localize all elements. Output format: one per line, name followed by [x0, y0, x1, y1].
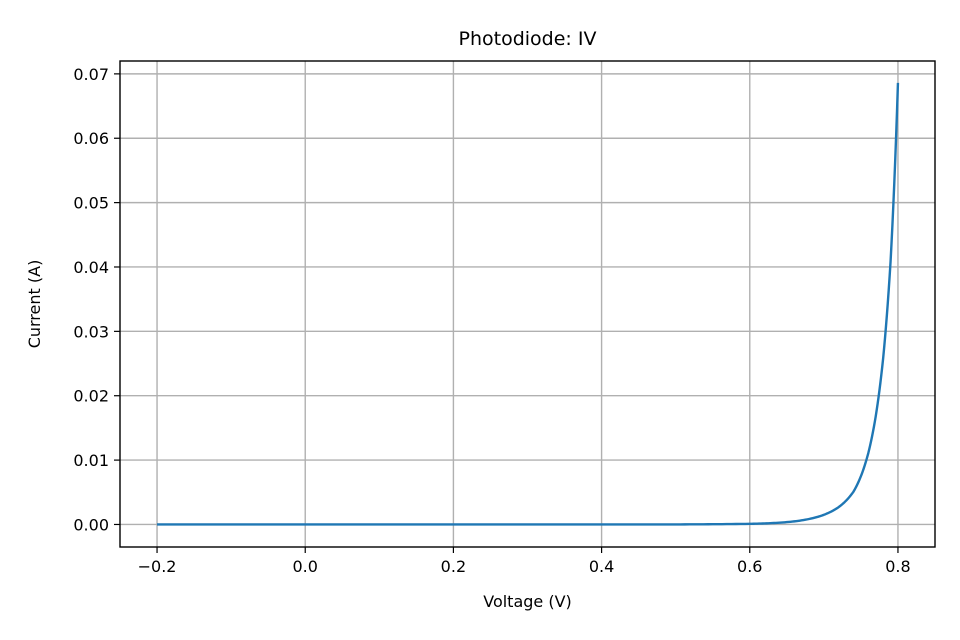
y-tick-label: 0.04: [73, 258, 109, 277]
plot-frame: [119, 60, 936, 548]
y-tick-label: 0.06: [73, 129, 109, 148]
x-axis-label: Voltage (V): [483, 592, 572, 611]
chart-title: Photodiode: IV: [459, 28, 597, 50]
y-tick-label: 0.07: [73, 65, 109, 84]
x-tick-label: 0.4: [589, 557, 614, 576]
x-tick-label: −0.2: [138, 557, 177, 576]
y-axis-label: Current (A): [25, 260, 44, 349]
x-tick-label: 0.8: [885, 557, 910, 576]
series-line: [157, 82, 900, 526]
y-tick-label: 0.01: [73, 451, 109, 470]
y-tick-label: 0.00: [73, 515, 109, 534]
grid-layer: [120, 61, 935, 547]
x-tick-label: 0.0: [293, 557, 318, 576]
series-layer: [157, 82, 900, 526]
y-tick-label: 0.05: [73, 194, 109, 213]
x-tick-label: 0.6: [737, 557, 762, 576]
y-tick-label: 0.03: [73, 322, 109, 341]
ticks-layer: −0.2 0.0 0.2 0.4 0.6 0.8 0.00 0.01 0.02 0.03 0.04 0…: [73, 65, 910, 576]
y-tick-label: 0.02: [73, 387, 109, 406]
x-tick-label: 0.2: [441, 557, 466, 576]
